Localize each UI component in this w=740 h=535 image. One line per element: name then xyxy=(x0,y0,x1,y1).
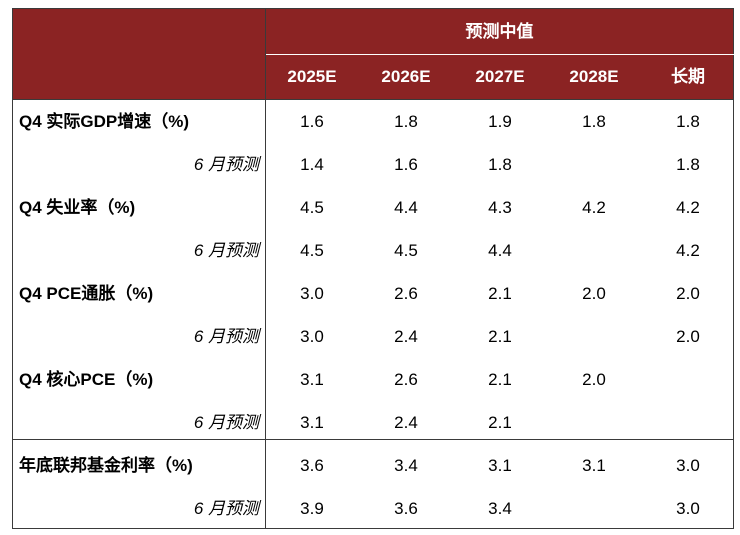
table-cell: 1.8 xyxy=(394,112,418,131)
table-cell: 3.0 xyxy=(300,284,324,303)
table-cell: 2.6 xyxy=(394,370,418,389)
table-cell: 3.4 xyxy=(394,456,418,475)
table-cell xyxy=(547,143,641,186)
column-header-2026e: 2026E xyxy=(381,67,431,86)
row-label: Q4 实际GDP增速（%) xyxy=(19,112,190,131)
table-cell: 4.5 xyxy=(300,198,324,217)
column-header-2028e: 2028E xyxy=(569,67,619,86)
table-cell xyxy=(547,487,641,530)
table-cell: 3.1 xyxy=(300,413,324,432)
table-cell xyxy=(641,358,735,401)
table-cell: 4.2 xyxy=(676,241,700,260)
column-header-2025e: 2025E xyxy=(287,67,337,86)
row-label: Q4 失业率（%) xyxy=(19,198,136,217)
table-cell: 1.4 xyxy=(300,155,324,174)
table-cell: 4.5 xyxy=(394,241,418,260)
table-cell: 4.2 xyxy=(676,198,700,217)
table-cell: 2.1 xyxy=(488,327,512,346)
table-cell: 2.0 xyxy=(676,327,700,346)
table-cell: 3.6 xyxy=(300,456,324,475)
column-header-2027e: 2027E xyxy=(475,67,525,86)
header-bottom-divider xyxy=(13,99,733,100)
table-cell: 4.4 xyxy=(394,198,418,217)
table-cell: 2.0 xyxy=(676,284,700,303)
table-cell xyxy=(547,315,641,358)
table-cell xyxy=(547,401,641,444)
group-header-median-forecast: 预测中值 xyxy=(465,22,534,41)
table-cell: 1.8 xyxy=(676,155,700,174)
table-cell: 4.5 xyxy=(300,241,324,260)
table-cell xyxy=(547,229,641,272)
table-cell: 2.1 xyxy=(488,413,512,432)
table-cell xyxy=(641,401,735,444)
label-column-divider xyxy=(265,9,266,528)
table-cell: 3.4 xyxy=(488,499,512,518)
column-header-long-run: 长期 xyxy=(671,67,705,86)
table-cell: 3.1 xyxy=(488,456,512,475)
table-cell: 2.4 xyxy=(394,327,418,346)
header-inner-divider xyxy=(265,54,734,55)
table-cell: 3.0 xyxy=(300,327,324,346)
table-cell: 3.9 xyxy=(300,499,324,518)
table-cell: 4.3 xyxy=(488,198,512,217)
table-cell: 3.6 xyxy=(394,499,418,518)
table-cell: 1.8 xyxy=(582,112,606,131)
table-cell: 2.1 xyxy=(488,370,512,389)
forecast-table: 预测中值 2025E 2026E 2027E 2028E 长期 Q4 实际GDP… xyxy=(12,8,734,529)
table-cell: 3.1 xyxy=(582,456,606,475)
table-cell: 1.6 xyxy=(394,155,418,174)
table-cell: 2.1 xyxy=(488,284,512,303)
table-cell: 2.0 xyxy=(582,370,606,389)
row-label: Q4 PCE通胀（%) xyxy=(19,284,154,303)
row-label: Q4 核心PCE（%) xyxy=(19,370,154,389)
rate-section-divider xyxy=(13,439,733,440)
table-cell: 2.4 xyxy=(394,413,418,432)
table-cell: 4.2 xyxy=(582,198,606,217)
row-label-june-forecast: 6 月预测 xyxy=(193,241,259,260)
row-label: 年底联邦基金利率（%) xyxy=(19,456,193,475)
table-cell: 1.8 xyxy=(488,155,512,174)
table-cell: 2.6 xyxy=(394,284,418,303)
table-cell: 4.4 xyxy=(488,241,512,260)
table-cell: 1.6 xyxy=(300,112,324,131)
table-cell: 1.9 xyxy=(488,112,512,131)
row-label-june-forecast: 6 月预测 xyxy=(193,413,259,432)
row-label-june-forecast: 6 月预测 xyxy=(193,155,259,174)
row-label-june-forecast: 6 月预测 xyxy=(193,499,259,518)
table-cell: 1.8 xyxy=(676,112,700,131)
table-cell: 2.0 xyxy=(582,284,606,303)
table-cell: 3.1 xyxy=(300,370,324,389)
table-cell: 3.0 xyxy=(676,499,700,518)
row-label-june-forecast: 6 月预测 xyxy=(193,327,259,346)
table-cell: 3.0 xyxy=(676,456,700,475)
